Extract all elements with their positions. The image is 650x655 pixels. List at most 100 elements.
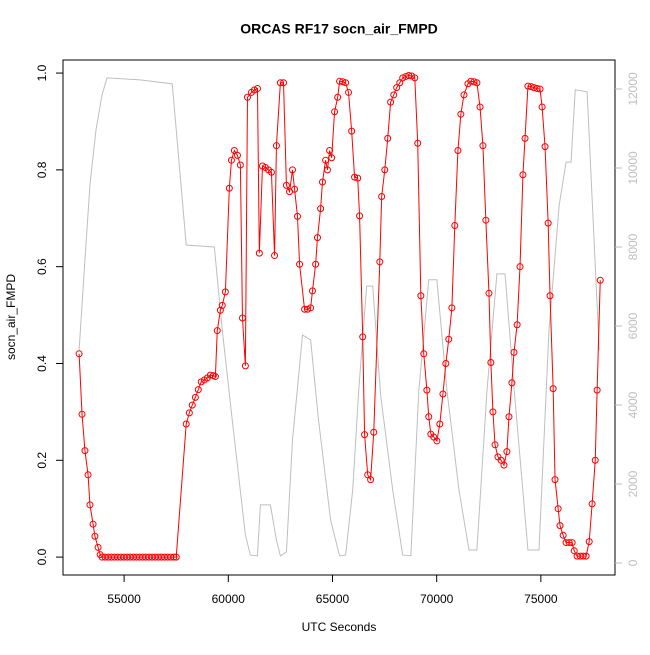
data-line: [78, 77, 600, 557]
data-point: [238, 314, 246, 322]
data-point: [414, 139, 422, 147]
data-point: [454, 147, 462, 155]
data-point: [172, 553, 180, 561]
data-point: [191, 393, 199, 401]
data-point: [420, 350, 428, 358]
data-point: [188, 401, 196, 409]
data-point: [339, 78, 347, 86]
data-point: [84, 471, 92, 479]
y-tick-label: 0.0: [35, 548, 49, 565]
data-point: [293, 212, 301, 220]
y-tick-label: 0.4: [35, 355, 49, 372]
data-point: [342, 79, 350, 87]
data-point: [243, 93, 251, 101]
data-point: [476, 103, 484, 111]
data-point: [194, 386, 202, 394]
data-point: [596, 276, 604, 284]
x-tick-label: 70000: [420, 592, 454, 606]
data-point: [533, 85, 541, 93]
data-point: [500, 461, 508, 469]
data-point: [218, 301, 226, 309]
data-point: [272, 142, 280, 150]
data-point: [282, 181, 290, 189]
x-tick-label: 75000: [524, 592, 558, 606]
data-point: [351, 173, 359, 181]
data-point: [359, 333, 367, 341]
data-point: [170, 553, 178, 561]
data-point: [230, 147, 238, 155]
plot-box: [62, 59, 616, 576]
data-point: [253, 85, 261, 93]
data-point: [91, 532, 99, 540]
data-point: [345, 88, 353, 96]
data-point: [267, 168, 275, 176]
data-point: [167, 553, 175, 561]
data-point: [551, 476, 559, 484]
data-point: [527, 83, 535, 91]
y2-tick-label: 10000: [626, 151, 640, 185]
data-point: [307, 304, 315, 312]
y-tick-label: 0.8: [35, 161, 49, 178]
x-tick-label: 65000: [316, 592, 350, 606]
data-point: [451, 222, 459, 230]
data-point: [588, 500, 596, 508]
data-point: [322, 156, 330, 164]
data-point: [544, 219, 552, 227]
data-point: [473, 79, 481, 87]
data-point: [519, 171, 527, 179]
data-point: [505, 413, 513, 421]
data-point: [384, 134, 392, 142]
data-point: [213, 327, 221, 335]
data-point: [276, 79, 284, 87]
data-point: [516, 263, 524, 271]
data-point: [291, 185, 299, 193]
data-point: [411, 74, 419, 82]
x-tick-label: 55000: [107, 592, 141, 606]
data-point: [485, 289, 493, 297]
data-point: [390, 91, 398, 99]
data-point: [296, 260, 304, 268]
data-point: [549, 385, 557, 393]
y2-tick-label: 12000: [626, 72, 640, 106]
data-point: [554, 505, 562, 513]
data-point: [271, 252, 279, 260]
data-point: [227, 156, 235, 164]
data-point: [546, 292, 554, 300]
data-point: [423, 386, 431, 394]
data-point: [568, 539, 576, 547]
y2-tick-label: 0: [626, 559, 640, 566]
data-point: [470, 78, 478, 86]
data-point: [78, 410, 86, 418]
y-tick-label: 0.6: [35, 258, 49, 275]
data-point: [460, 91, 468, 99]
data-point: [489, 408, 497, 416]
data-point: [378, 192, 386, 200]
data-point: [233, 151, 241, 159]
data-point: [280, 79, 288, 87]
data-point: [206, 371, 214, 379]
data-point: [457, 110, 465, 118]
data-point: [81, 447, 89, 455]
data-point: [381, 166, 389, 174]
x-tick-label: 60000: [212, 592, 246, 606]
data-point: [393, 84, 401, 92]
data-point: [442, 359, 450, 367]
data-point: [308, 287, 316, 295]
data-point: [94, 543, 102, 551]
data-point: [491, 441, 499, 449]
data-point: [331, 108, 339, 116]
data-point: [334, 93, 342, 101]
data-point: [591, 456, 599, 464]
data-point: [75, 350, 83, 358]
data-point: [376, 258, 384, 266]
data-point: [570, 547, 578, 555]
data-point: [356, 212, 364, 220]
data-point: [508, 379, 516, 387]
data-point: [521, 134, 529, 142]
y2-tick-label: 4000: [626, 391, 640, 418]
data-point: [328, 154, 336, 162]
data-point: [436, 420, 444, 428]
data-point: [487, 359, 495, 367]
data-point: [593, 386, 601, 394]
